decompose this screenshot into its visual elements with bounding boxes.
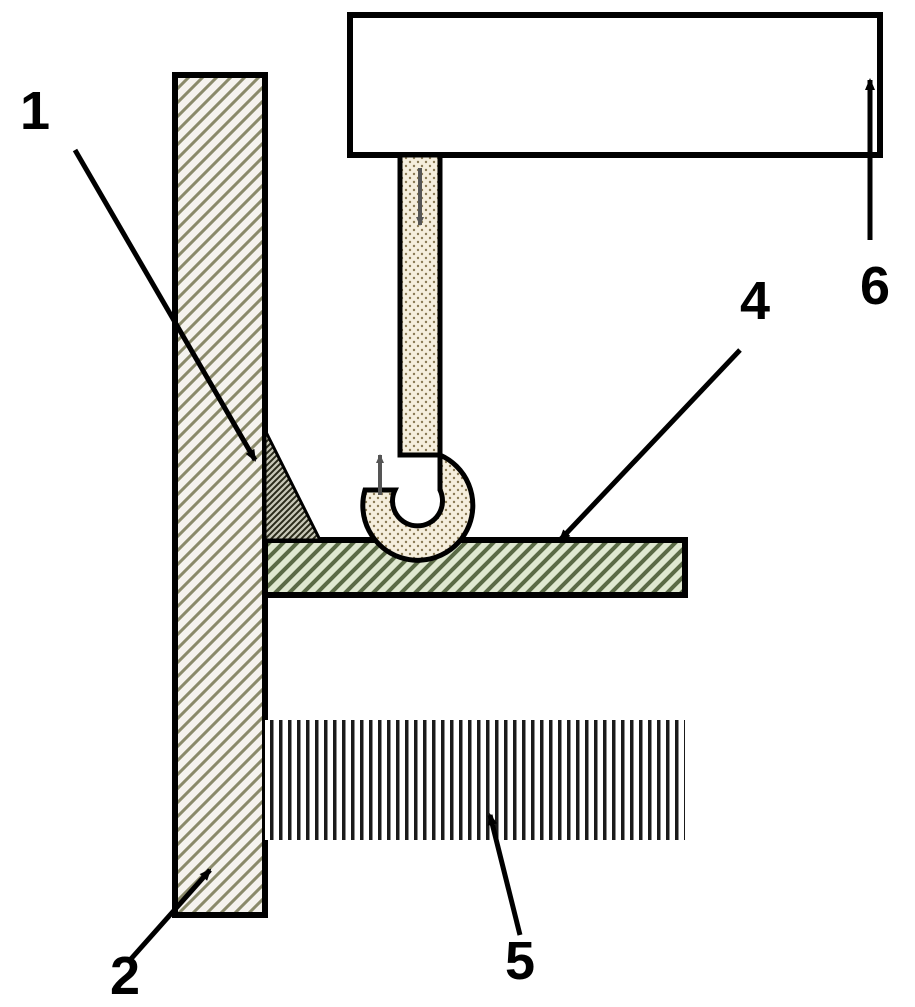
label-5: 5 [505,930,535,992]
top-box [350,15,880,155]
label-6: 6 [860,255,890,317]
label-1: 1 [20,80,50,142]
diagram-canvas [0,0,915,1000]
hook-assembly [363,155,473,560]
label-2: 2 [110,945,140,1007]
arrow-to-4 [560,350,740,540]
horizontal-plate [265,540,685,595]
vertical-bar [175,75,265,915]
weld-fillet [265,430,320,540]
label-4: 4 [740,270,770,332]
striped-block [265,720,685,840]
